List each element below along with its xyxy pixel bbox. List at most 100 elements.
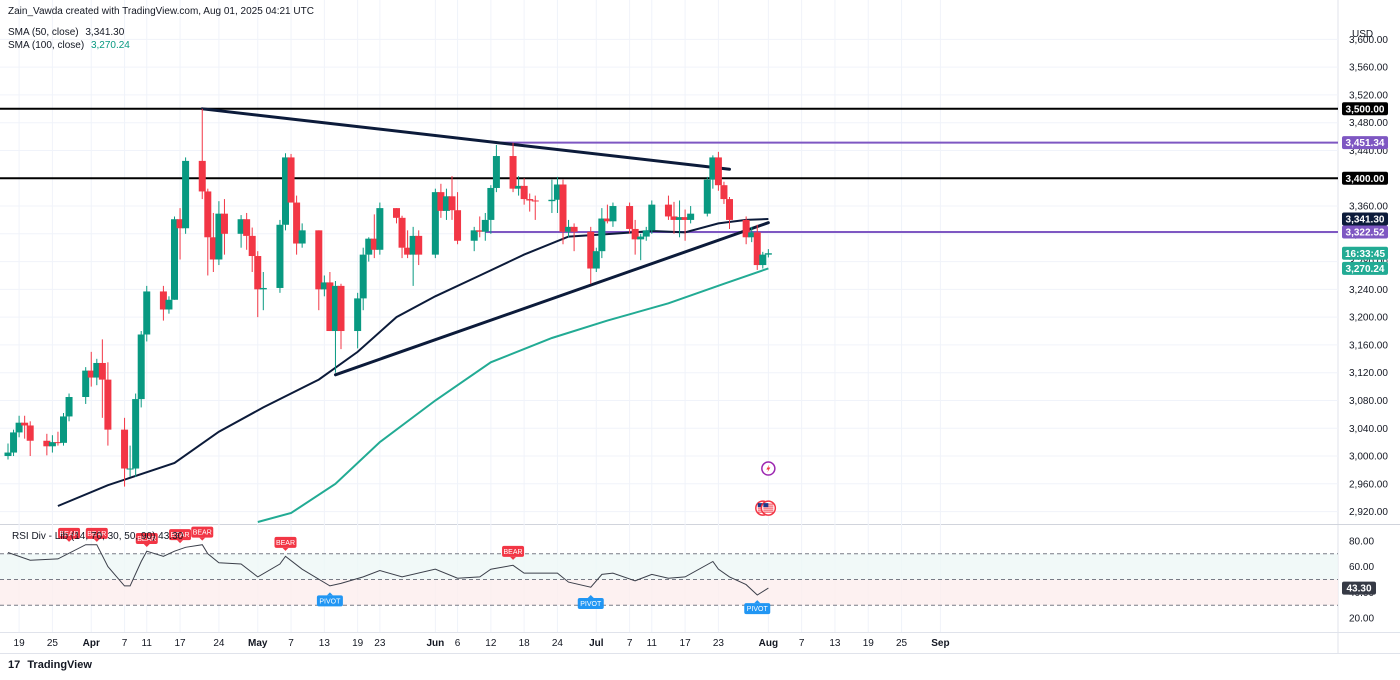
candle-up (748, 226, 756, 243)
pivot-marker-label: PIVOT (580, 601, 602, 608)
candle-body (215, 213, 223, 260)
candle-down (714, 151, 722, 191)
bear-marker-pointer (66, 538, 73, 542)
candle-body (714, 157, 722, 186)
bear-marker-box (502, 545, 525, 557)
candle-up (759, 251, 767, 269)
candle-down (631, 219, 639, 255)
candle-down (626, 202, 634, 234)
candle-up (676, 200, 684, 238)
time-tick-label: 17 (680, 638, 692, 649)
candle-body (104, 379, 112, 430)
bear-marker-box (169, 529, 192, 541)
candle-down (448, 176, 456, 220)
candle-down (176, 208, 184, 260)
time-tick-label: 24 (552, 638, 564, 649)
candle-down (287, 153, 295, 203)
rsi-current-tag-box (1342, 581, 1376, 595)
candle-body (709, 157, 717, 180)
candle-body (676, 217, 684, 220)
time-axis[interactable]: 19 25 Apr 7 11 17 24 May 7 13 19 23 Jun 6 12 18 24 Jul 7 11… (14, 638, 950, 649)
candle-up (637, 233, 645, 261)
price-tick-label: 3,040.00 (1349, 424, 1388, 435)
bear-marker: BEAR (274, 536, 297, 551)
candle-body (320, 282, 328, 290)
candle-body (198, 160, 206, 192)
pivot-marker-pointer (754, 600, 761, 604)
candle-body (631, 228, 639, 240)
tradingview-logo-icon: 17 (8, 659, 21, 671)
candle-up (237, 215, 245, 248)
sma50-legend[interactable]: SMA (50, close) 3,341.30 (8, 27, 124, 38)
current-price-tag: 16:33:45 (1342, 246, 1388, 260)
rsi-legend[interactable]: RSI Div - Lib (14, 70, 30, 50, 90) 43.30 (12, 531, 184, 542)
time-tick-label: 12 (485, 638, 497, 649)
time-tick-label: 11 (647, 638, 658, 649)
candle-down (559, 179, 567, 245)
candle-up (592, 247, 600, 272)
level-price-tag-label: 3,500.00 (1346, 104, 1385, 115)
candle-body (370, 238, 378, 250)
rsi-lower-zone (0, 579, 1338, 606)
candle-up (548, 179, 556, 213)
rsi-tick-label: 80.00 (1349, 536, 1374, 547)
candle-body (603, 218, 611, 222)
candle-down (681, 209, 689, 241)
candle-body (442, 196, 450, 211)
price-tick-label: 3,000.00 (1349, 452, 1388, 463)
tradingview-footer[interactable]: 17 TradingView (8, 659, 92, 671)
candle-body (182, 160, 190, 229)
bear-marker: BEAR (85, 527, 108, 542)
candlestick-series (4, 108, 772, 487)
candle-body (98, 362, 106, 380)
time-tick-label: 19 (14, 638, 26, 649)
sma50-legend-label: SMA (50, close) (8, 27, 79, 38)
time-tick-label: 19 (352, 638, 364, 649)
level-price-tag-label: 3,400.00 (1346, 174, 1385, 185)
candle-body (548, 199, 556, 202)
bear-marker: BEAR (58, 527, 81, 542)
sma100-line (257, 267, 769, 523)
price-tick-label: 3,360.00 (1349, 202, 1388, 213)
current-price-tag: 3,270.24 (1342, 261, 1388, 275)
candle-down (437, 183, 445, 218)
pivot-marker-box (744, 603, 771, 615)
candle-body (65, 397, 73, 417)
candle-down (204, 188, 212, 276)
level-price-tag-box (1342, 225, 1388, 239)
candle-body (637, 236, 645, 240)
candle-down (54, 431, 62, 446)
sma100-legend[interactable]: SMA (100, close) 3,270.24 (8, 40, 130, 51)
candle-body (570, 226, 578, 232)
candle-body (137, 334, 145, 400)
trendline (200, 107, 731, 171)
level-price-tag-label: 3,451.34 (1346, 138, 1385, 149)
current-price-tag-label: 3,270.24 (1346, 264, 1385, 275)
lightning-event-icon (761, 461, 776, 476)
candle-down (404, 230, 412, 259)
flag-canton (763, 503, 769, 508)
candle-up (376, 202, 384, 255)
candle-down (254, 251, 262, 318)
candle-body (587, 231, 595, 269)
bear-marker-box (58, 527, 81, 539)
candle-up (442, 188, 450, 220)
candle-down (398, 215, 406, 259)
current-price-tag-box (1342, 261, 1388, 275)
candle-up (648, 200, 656, 234)
bear-marker-pointer (510, 556, 517, 560)
level-price-tag: 3,500.00 (1342, 102, 1388, 116)
candle-body (287, 157, 295, 203)
level-price-tag: 3,451.34 (1342, 136, 1388, 150)
candle-body (376, 208, 384, 250)
bear-marker: BEAR (191, 526, 214, 541)
price-tick-label: 3,560.00 (1349, 63, 1388, 74)
price-tick-label: 3,240.00 (1349, 285, 1388, 296)
candle-body (476, 230, 484, 232)
candle-down (159, 285, 167, 321)
time-tick-label: 7 (288, 638, 294, 649)
candle-body (454, 210, 462, 241)
level-price-tag-box (1342, 102, 1388, 116)
candle-body (87, 370, 95, 378)
